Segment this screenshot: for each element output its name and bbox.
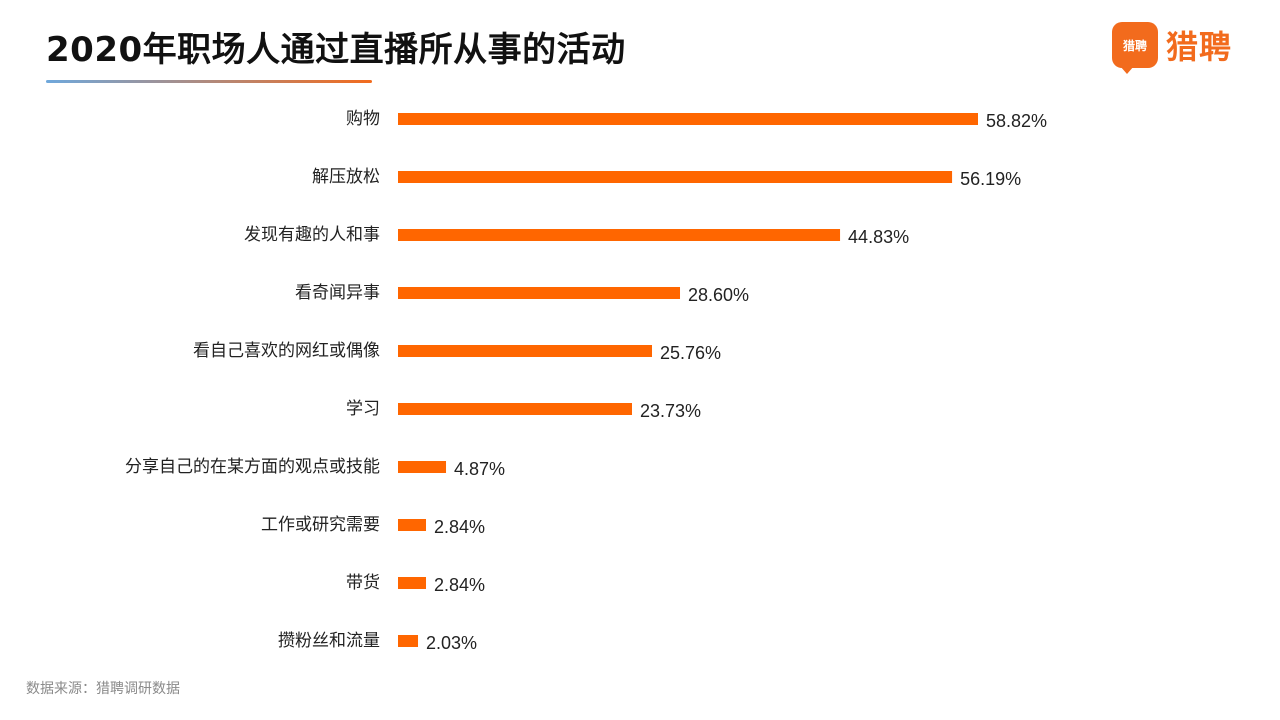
bar <box>398 577 426 589</box>
value-label: 58.82% <box>986 111 1047 131</box>
bar <box>398 635 418 647</box>
category-label: 攒粉丝和流量 <box>278 631 380 651</box>
category-label: 看自己喜欢的网红或偶像 <box>193 341 380 361</box>
value-label: 25.76% <box>660 343 721 363</box>
value-label: 2.84% <box>434 575 485 595</box>
bar <box>398 113 978 125</box>
bar <box>398 287 680 299</box>
bar <box>398 519 426 531</box>
value-label: 56.19% <box>960 169 1021 189</box>
value-label: 23.73% <box>640 401 701 421</box>
bar <box>398 403 632 415</box>
value-label: 2.03% <box>426 633 477 653</box>
bar <box>398 171 952 183</box>
category-label: 分享自己的在某方面的观点或技能 <box>125 457 380 477</box>
bar <box>398 461 446 473</box>
category-label: 带货 <box>346 573 380 593</box>
value-label: 2.84% <box>434 517 485 537</box>
value-label: 44.83% <box>848 227 909 247</box>
value-label: 4.87% <box>454 459 505 479</box>
category-label: 学习 <box>346 399 380 419</box>
bar <box>398 345 652 357</box>
category-label: 购物 <box>346 109 380 129</box>
category-label: 发现有趣的人和事 <box>244 225 380 245</box>
category-label: 工作或研究需要 <box>261 515 380 535</box>
value-label: 28.60% <box>688 285 749 305</box>
bar <box>398 229 840 241</box>
category-label: 看奇闻异事 <box>295 283 380 303</box>
category-label: 解压放松 <box>312 167 380 187</box>
source-note: 数据来源：猎聘调研数据 <box>26 678 180 698</box>
